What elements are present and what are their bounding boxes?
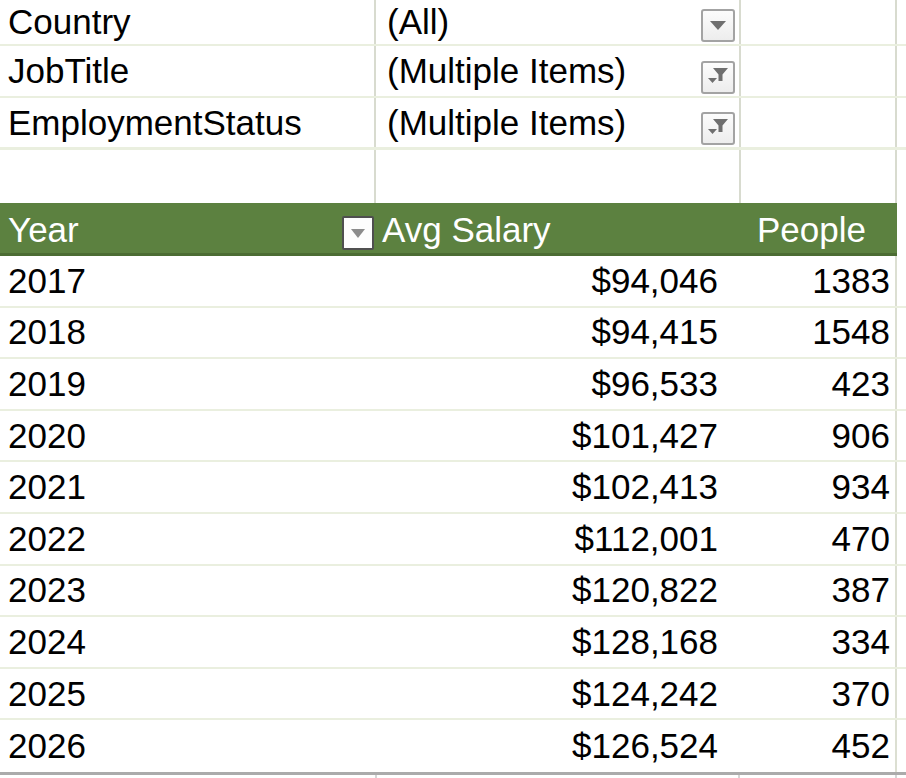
filter-row-jobtitle: JobTitle (Multiple Items): [0, 46, 906, 98]
avg-salary-cell[interactable]: $102,413: [376, 462, 741, 512]
empty-cell: [897, 359, 906, 409]
year-header-label: Year: [8, 210, 79, 250]
next-row-sliver: [0, 775, 906, 778]
people-cell[interactable]: 423: [741, 359, 897, 409]
year-cell[interactable]: 2019: [0, 359, 376, 409]
filter-funnel-icon: [706, 66, 730, 89]
empty-row: [0, 150, 906, 203]
pivot-header-avg-salary[interactable]: Avg Salary: [376, 203, 741, 256]
filter-value-jobtitle[interactable]: (Multiple Items): [376, 46, 741, 96]
pivot-data-row: 2021$102,413934: [0, 462, 906, 514]
avg-salary-cell[interactable]: $96,533: [376, 359, 741, 409]
avg-salary-cell[interactable]: $124,242: [376, 669, 741, 719]
year-cell[interactable]: 2023: [0, 566, 376, 616]
avg-salary-header-label: Avg Salary: [382, 210, 551, 250]
filter-value-text: (All): [387, 2, 449, 42]
pivot-header-people[interactable]: People: [741, 203, 897, 256]
people-cell[interactable]: 370: [741, 669, 897, 719]
filter-row-country: Country (All): [0, 0, 906, 46]
avg-salary-cell[interactable]: $94,046: [376, 256, 741, 306]
year-cell[interactable]: 2020: [0, 411, 376, 461]
avg-salary-cell[interactable]: $120,822: [376, 566, 741, 616]
filter-label-jobtitle[interactable]: JobTitle: [0, 46, 376, 96]
people-cell[interactable]: 387: [741, 566, 897, 616]
filter-label-country[interactable]: Country: [0, 0, 376, 44]
avg-salary-cell[interactable]: $112,001: [376, 514, 741, 564]
empty-cell: [897, 411, 906, 461]
pivot-data-row: 2017$94,0461383: [0, 256, 906, 308]
empty-cell: [897, 0, 906, 44]
gridline-mark: [738, 775, 740, 778]
pivot-header-year[interactable]: Year: [0, 203, 376, 256]
filter-value-country[interactable]: (All): [376, 0, 741, 44]
pivot-data-row: 2019$96,533423: [0, 359, 906, 411]
pivot-sheet: Country(All)JobTitle(Multiple Items)Empl…: [0, 0, 906, 778]
avg-salary-cell[interactable]: $94,415: [376, 308, 741, 358]
empty-cell: [897, 669, 906, 719]
country-filter-button[interactable]: [701, 9, 735, 42]
empty-cell: [897, 203, 906, 256]
gridline-mark: [895, 775, 897, 778]
filter-row-employmentstatus: EmploymentStatus (Multiple Items): [0, 98, 906, 150]
avg-salary-cell[interactable]: $126,524: [376, 720, 741, 772]
pivot-data-row: 2023$120,822387: [0, 566, 906, 618]
pivot-data-row: 2024$128,168334: [0, 617, 906, 669]
year-cell[interactable]: 2021: [0, 462, 376, 512]
jobtitle-filter-button[interactable]: [701, 61, 735, 94]
people-cell[interactable]: 1383: [741, 256, 897, 306]
people-cell[interactable]: 934: [741, 462, 897, 512]
empty-cell: [897, 98, 906, 147]
empty-cell: [897, 566, 906, 616]
year-cell[interactable]: 2024: [0, 617, 376, 667]
empty-cell: [897, 514, 906, 564]
filter-value-text: (Multiple Items): [387, 51, 626, 91]
pivot-data-area: 2017$94,04613832018$94,41515482019$96,53…: [0, 256, 906, 772]
empty-cell[interactable]: [741, 0, 897, 44]
empty-cell: [897, 462, 906, 512]
pivot-data-row: 2022$112,001470: [0, 514, 906, 566]
people-cell[interactable]: 1548: [741, 308, 897, 358]
pivot-data-row: 2025$124,242370: [0, 669, 906, 721]
filter-value-employmentstatus[interactable]: (Multiple Items): [376, 98, 741, 147]
year-cell[interactable]: 2025: [0, 669, 376, 719]
people-cell[interactable]: 470: [741, 514, 897, 564]
report-filter-area: Country(All)JobTitle(Multiple Items)Empl…: [0, 0, 906, 150]
empty-cell: [897, 720, 906, 772]
pivot-header-row: Year Avg Salary People: [0, 203, 906, 256]
filter-label-employmentstatus[interactable]: EmploymentStatus: [0, 98, 376, 147]
year-filter-dropdown-button[interactable]: [342, 216, 374, 250]
avg-salary-cell[interactable]: $101,427: [376, 411, 741, 461]
empty-cell: [897, 46, 906, 96]
empty-cell[interactable]: [741, 46, 897, 96]
year-cell[interactable]: 2018: [0, 308, 376, 358]
empty-cell[interactable]: [376, 150, 741, 203]
year-cell[interactable]: 2022: [0, 514, 376, 564]
filter-funnel-icon: [706, 117, 730, 140]
people-header-label: People: [757, 210, 866, 250]
year-cell[interactable]: 2017: [0, 256, 376, 306]
pivot-data-row: 2018$94,4151548: [0, 308, 906, 360]
pivot-data-row: 2020$101,427906: [0, 411, 906, 463]
empty-cell: [897, 256, 906, 306]
empty-cell[interactable]: [0, 150, 376, 203]
year-cell[interactable]: 2026: [0, 720, 376, 772]
dropdown-arrow-icon: [710, 21, 726, 30]
empty-cell[interactable]: [741, 150, 897, 203]
empty-cell: [897, 617, 906, 667]
filter-value-text: (Multiple Items): [387, 103, 626, 143]
employmentstatus-filter-button[interactable]: [701, 112, 735, 145]
pivot-data-row: 2026$126,524452: [0, 720, 906, 772]
empty-cell[interactable]: [741, 98, 897, 147]
people-cell[interactable]: 906: [741, 411, 897, 461]
avg-salary-cell[interactable]: $128,168: [376, 617, 741, 667]
people-cell[interactable]: 452: [741, 720, 897, 772]
empty-cell: [897, 150, 906, 203]
dropdown-arrow-icon: [351, 229, 365, 238]
empty-cell: [897, 308, 906, 358]
people-cell[interactable]: 334: [741, 617, 897, 667]
gridline-mark: [375, 775, 377, 778]
